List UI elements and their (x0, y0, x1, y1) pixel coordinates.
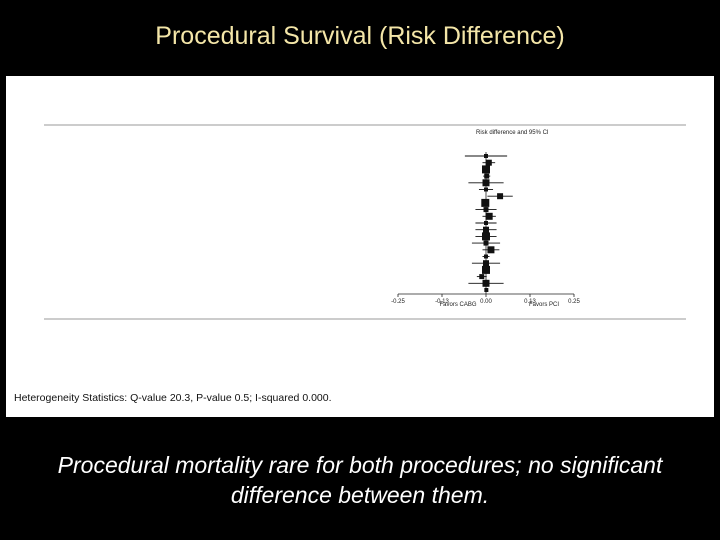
forest-plot: Risk difference and 95% CI Favors CABG F… (44, 124, 686, 320)
heterogeneity-statistics: Heterogeneity Statistics: Q-value 20.3, … (14, 392, 332, 404)
favors-left-label: Favors CABG (439, 302, 476, 308)
x-tick-label: 0.25 (568, 299, 580, 305)
study-estimate-marker (483, 260, 489, 267)
slide-title: Procedural Survival (Risk Difference) (155, 22, 565, 50)
study-estimate-marker (483, 240, 489, 246)
forest-marks (464, 154, 513, 292)
study-estimate-marker (482, 232, 490, 241)
study-estimate-marker (484, 288, 489, 292)
forest-plot-panel: Risk difference and 95% CI Favors CABG F… (6, 76, 714, 417)
study-estimate-marker (482, 165, 490, 174)
plot-heading: Risk difference and 95% CI (476, 130, 549, 136)
study-estimate-marker (482, 179, 490, 187)
study-estimate-marker (483, 207, 489, 213)
study-estimate-marker (482, 265, 490, 274)
study-estimate-marker (484, 221, 488, 225)
study-estimate-marker (487, 246, 495, 254)
study-estimate-marker (484, 187, 488, 192)
study-estimate-marker (485, 212, 493, 220)
x-tick-label: -0.13 (435, 299, 449, 305)
slide-caption: Procedural mortality rare for both proce… (57, 452, 663, 508)
x-tick-label: 0.13 (524, 299, 536, 305)
x-tick-label: 0.00 (480, 299, 492, 305)
study-estimate-marker (482, 279, 490, 287)
x-tick-label: -0.25 (391, 299, 405, 305)
study-estimate-marker (497, 193, 504, 200)
study-estimate-marker (481, 198, 490, 207)
study-estimate-marker (484, 154, 488, 158)
study-estimate-marker (484, 173, 490, 179)
favors-right-label: Favors PCI (529, 302, 559, 308)
study-estimate-marker (479, 274, 485, 280)
study-estimate-marker (484, 254, 488, 259)
study-estimate-marker (483, 226, 489, 233)
study-estimate-marker (485, 159, 492, 166)
